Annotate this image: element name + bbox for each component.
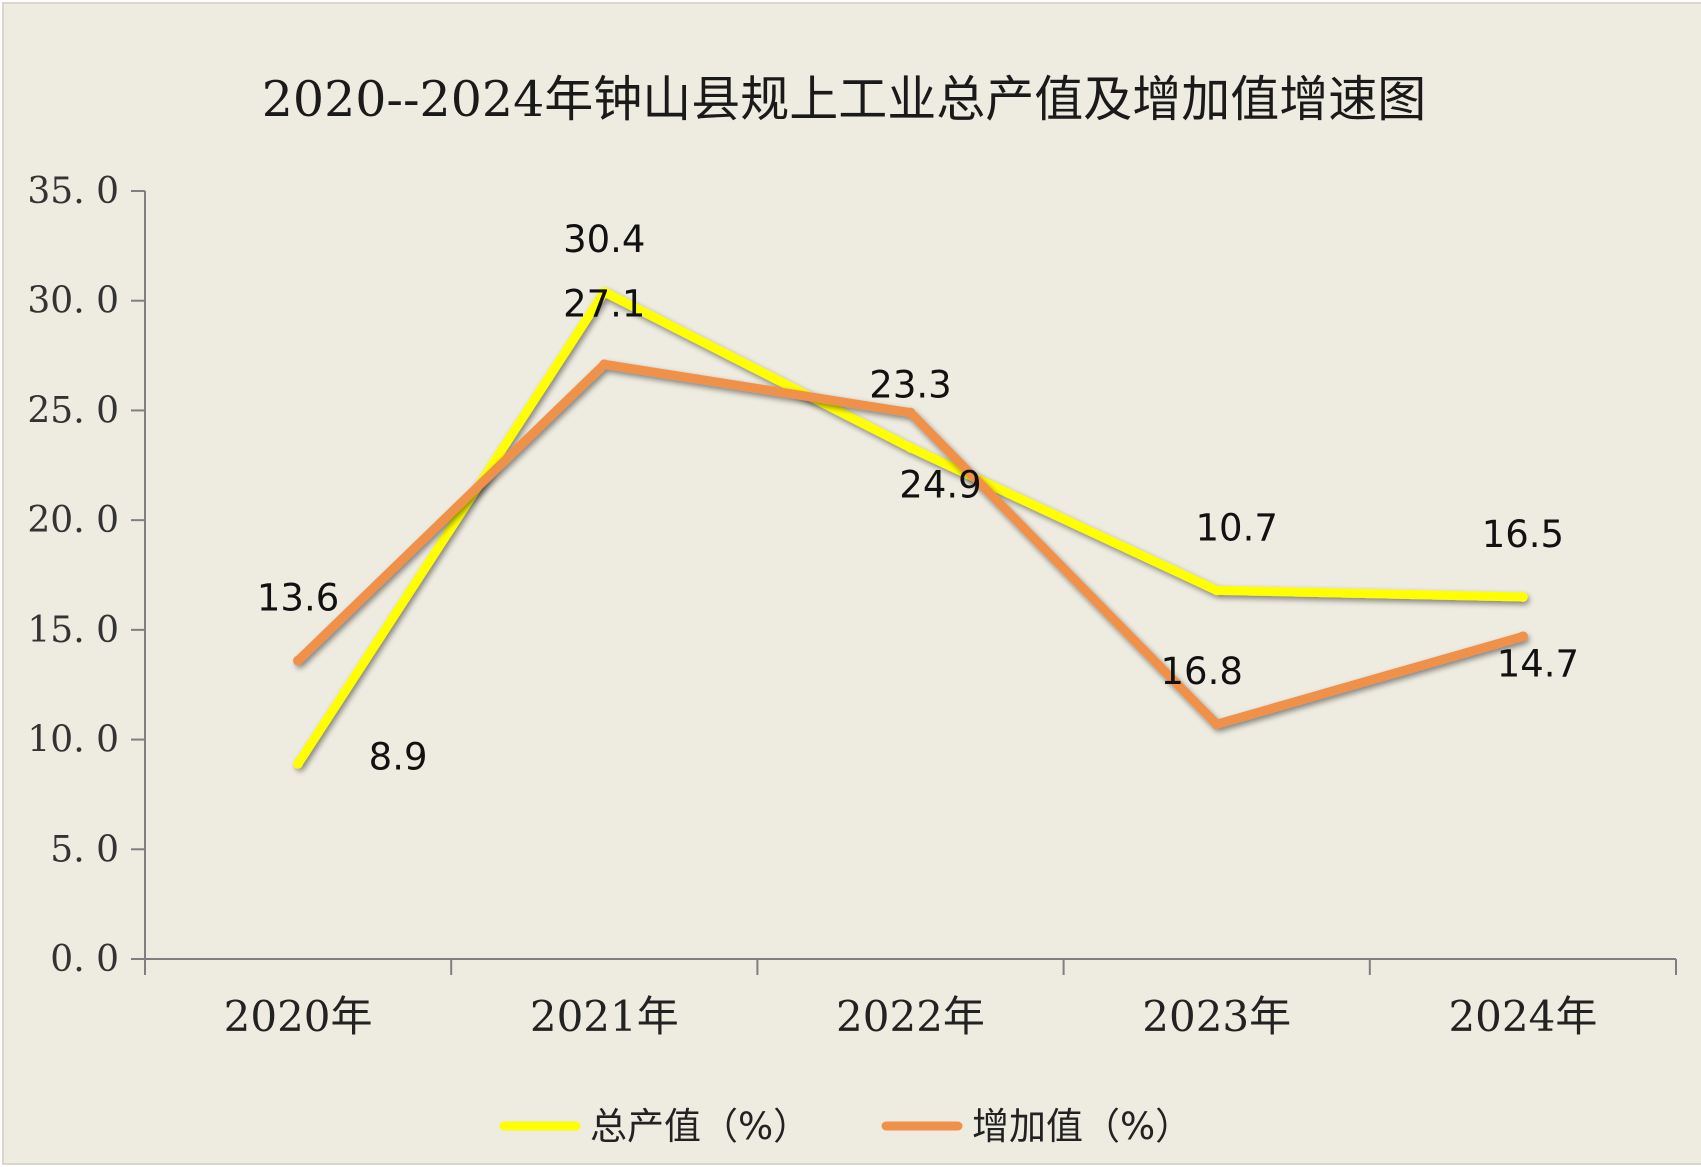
y-tick-label: 0. 0	[50, 939, 119, 980]
data-point	[293, 655, 304, 666]
data-point	[905, 442, 916, 453]
data-label: 16.8	[1161, 650, 1243, 693]
y-tick-label: 30. 0	[27, 281, 119, 322]
axes: 0. 0 5. 0 10. 0 15. 0 20. 0 25. 0 30. 0 35. 0 20…	[27, 171, 1677, 1041]
data-label: 10.7	[1196, 506, 1278, 549]
line-chart: 2020--2024年钟山县规上工业总产值及增加值增速图 0. 0 5. 0 10.…	[27, 71, 1677, 1148]
x-tick-label: 2020年	[224, 992, 373, 1041]
data-label: 24.9	[899, 464, 981, 507]
data-point	[1211, 719, 1222, 730]
series-line-added-value	[293, 359, 1528, 729]
x-tick-label: 2021年	[530, 992, 679, 1041]
series-layer	[293, 286, 1528, 769]
data-label: 13.6	[257, 577, 339, 620]
data-labels: 8.9 30.4 24.9 10.7 16.5 13.6 27.1 23.3 16.8 14.7	[257, 218, 1579, 779]
data-point	[1211, 585, 1222, 596]
legend-label: 增加值（%）	[972, 1105, 1192, 1148]
data-point	[1517, 591, 1528, 602]
data-label: 8.9	[369, 736, 428, 779]
x-tick-label: 2022年	[836, 992, 985, 1041]
y-tick-label: 15. 0	[27, 610, 119, 651]
data-point	[599, 359, 610, 370]
data-point	[1517, 631, 1528, 642]
data-point	[905, 407, 916, 418]
data-label: 23.3	[869, 364, 951, 407]
y-tick-label: 5. 0	[50, 829, 119, 870]
data-label: 14.7	[1497, 642, 1579, 685]
y-tick-label: 10. 0	[27, 720, 119, 761]
data-point	[599, 286, 610, 297]
y-tick-label: 35. 0	[27, 171, 119, 212]
y-tick-label: 20. 0	[27, 500, 119, 541]
data-label: 27.1	[563, 282, 645, 325]
data-label: 16.5	[1482, 513, 1564, 556]
legend-label: 总产值（%）	[590, 1105, 810, 1148]
x-tick-label: 2024年	[1448, 992, 1597, 1041]
data-label: 30.4	[563, 218, 645, 261]
chart-title: 2020--2024年钟山县规上工业总产值及增加值增速图	[262, 71, 1427, 128]
legend: 总产值（%） 增加值（%）	[499, 1105, 1192, 1148]
data-point	[293, 758, 304, 769]
x-tick-label: 2023年	[1142, 992, 1291, 1041]
y-tick-label: 25. 0	[27, 390, 119, 431]
